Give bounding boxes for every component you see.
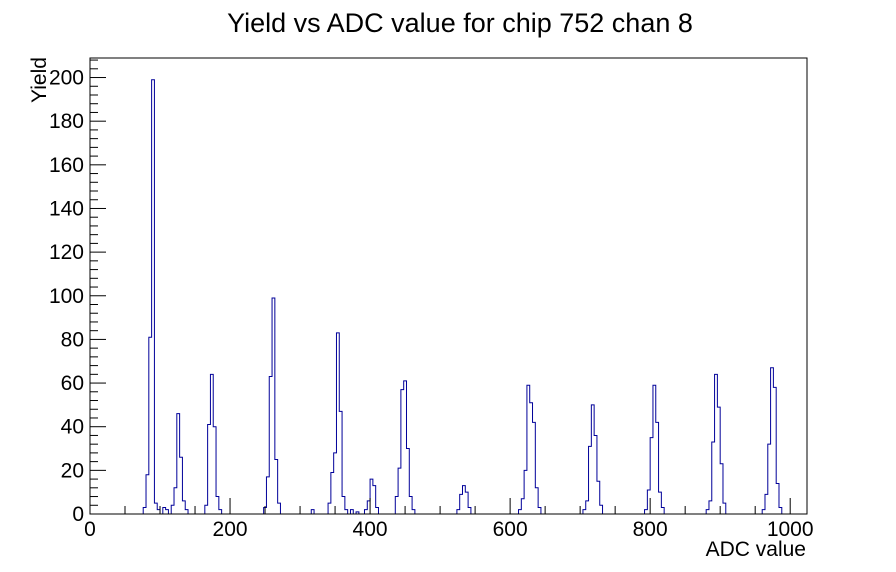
chart-title: Yield vs ADC value for chip 752 chan 8 bbox=[227, 8, 693, 38]
y-tick-label: 60 bbox=[61, 372, 84, 395]
histogram-series bbox=[90, 79, 807, 515]
x-tick-label: 800 bbox=[633, 518, 668, 541]
x-tick-label: 1000 bbox=[767, 518, 814, 541]
y-axis-title: Yield bbox=[28, 57, 51, 103]
x-tick-label: 200 bbox=[213, 518, 248, 541]
histogram-path bbox=[90, 79, 807, 515]
y-tick-label: 80 bbox=[61, 328, 84, 351]
y-tick-label: 40 bbox=[61, 416, 84, 439]
axes bbox=[89, 57, 808, 515]
tick-labels: 0 200 400 600 800 1000 0 20 40 60 80 100 120 140 160 18… bbox=[49, 67, 814, 541]
y-tick-label: 140 bbox=[49, 197, 84, 220]
y-tick-label: 0 bbox=[72, 503, 84, 526]
x-tick-label: 400 bbox=[353, 518, 388, 541]
y-tick-label: 100 bbox=[49, 285, 84, 308]
x-tick-label: 600 bbox=[493, 518, 528, 541]
y-tick-label: 20 bbox=[61, 459, 84, 482]
y-tick-label: 180 bbox=[49, 110, 84, 133]
y-tick-label: 160 bbox=[49, 154, 84, 177]
plot-frame bbox=[89, 57, 808, 515]
y-tick-label: 200 bbox=[49, 67, 84, 90]
x-tick-label: 0 bbox=[84, 518, 96, 541]
y-tick-label: 120 bbox=[49, 241, 84, 264]
x-axis-title: ADC value bbox=[706, 538, 806, 561]
